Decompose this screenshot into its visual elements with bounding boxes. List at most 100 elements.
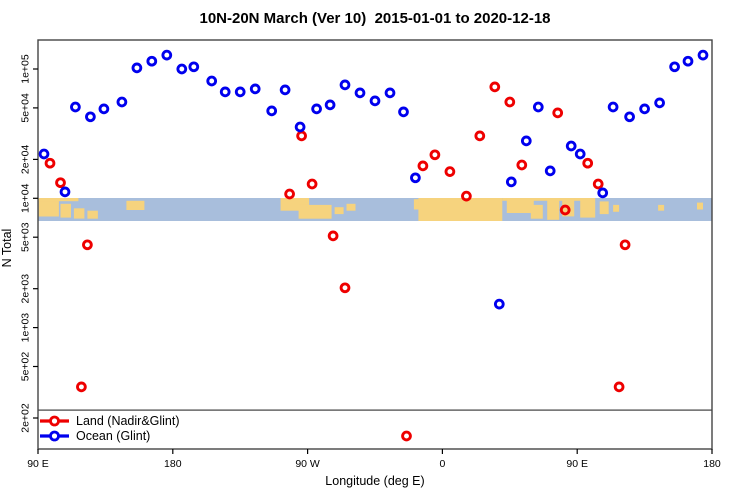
ocean-point <box>98 103 110 115</box>
map-land-segment <box>613 204 620 212</box>
land-point <box>516 159 528 171</box>
y-tick-label: 2e+02 <box>20 403 32 433</box>
map-land-segment <box>73 208 85 219</box>
land-point <box>417 160 429 172</box>
ocean-point <box>176 63 188 75</box>
land-point <box>284 188 295 200</box>
plot-frame <box>37 39 713 450</box>
land-point <box>461 190 472 202</box>
land-point <box>306 178 318 190</box>
ocean-point <box>697 49 709 61</box>
map-land-segment <box>334 207 344 215</box>
land-point <box>296 130 307 142</box>
map-land-segment <box>418 198 503 221</box>
land-point <box>619 239 631 251</box>
ocean-point <box>59 186 71 198</box>
ocean-point <box>639 103 650 115</box>
legend-item-ocean: Ocean (Glint) <box>40 429 150 443</box>
land-point <box>76 381 87 393</box>
ocean-point <box>70 101 81 113</box>
map-land-segment <box>530 204 543 219</box>
land-point <box>552 107 564 119</box>
ocean-point <box>38 148 50 160</box>
ocean-point <box>574 148 586 160</box>
ocean-series-points <box>38 49 709 310</box>
land-point <box>327 230 339 242</box>
y-tick-label: 5e+04 <box>20 93 32 123</box>
ocean-point <box>565 140 577 152</box>
y-tick-label: 1e+05 <box>20 54 32 84</box>
x-tick-label: 180 <box>703 458 721 470</box>
ocean-point <box>654 97 665 109</box>
legend-label-land: Land (Nadir&Glint) <box>76 414 180 428</box>
land-point <box>55 177 66 189</box>
land-series-points <box>44 81 631 442</box>
legend-marker-land-icon <box>49 415 60 427</box>
ocean-point <box>294 121 306 133</box>
map-land-segment <box>506 198 534 213</box>
x-tick-label: 90 E <box>27 458 49 470</box>
land-point <box>504 96 516 108</box>
ocean-point <box>682 55 694 67</box>
y-tick-label: 1e+04 <box>20 183 32 213</box>
ocean-point <box>398 106 409 118</box>
map-land-segment <box>126 200 145 210</box>
map-land-segment <box>658 204 665 211</box>
ocean-point <box>161 49 173 61</box>
land-point <box>44 157 56 169</box>
map-land-segment <box>38 199 59 217</box>
ocean-point <box>249 83 261 95</box>
ocean-point <box>532 101 544 113</box>
ocean-point <box>116 96 128 108</box>
x-tick-label: 90 W <box>295 458 320 470</box>
ocean-point <box>131 62 143 74</box>
ocean-point <box>544 165 556 177</box>
land-point <box>592 178 604 190</box>
y-tick-label: 1e+03 <box>20 313 32 343</box>
x-tick-label: 0 <box>439 458 445 470</box>
ocean-point <box>188 61 200 73</box>
land-point <box>559 204 571 216</box>
map-land-segment <box>60 203 71 218</box>
land-point <box>82 239 93 251</box>
land-point <box>429 149 441 161</box>
map-land-segment <box>87 210 98 219</box>
land-point <box>444 166 456 177</box>
map-land-segment <box>599 201 609 215</box>
x-axis-ticks: 90 E 180 90 W 0 90 E 180 <box>27 449 721 470</box>
ocean-point <box>206 75 218 87</box>
land-point <box>489 81 501 93</box>
ocean-point <box>234 86 246 98</box>
ocean-point <box>266 105 278 117</box>
ocean-point <box>607 101 619 113</box>
ocean-point <box>279 84 291 96</box>
map-strip <box>38 198 712 221</box>
ocean-point <box>219 86 231 98</box>
x-tick-label: 180 <box>164 458 182 470</box>
land-point <box>401 430 412 442</box>
y-tick-label: 5e+02 <box>20 352 32 382</box>
ocean-point <box>669 61 680 73</box>
ocean-point <box>384 87 396 99</box>
ocean-point <box>369 95 381 107</box>
map-land-segment <box>413 199 422 210</box>
land-point <box>582 157 594 169</box>
land-point <box>339 282 351 294</box>
map-land-segment <box>38 198 79 202</box>
legend: Land (Nadir&Glint) Ocean (Glint) <box>40 414 180 443</box>
legend-label-ocean: Ocean (Glint) <box>76 429 150 443</box>
y-tick-label: 2e+04 <box>20 144 32 174</box>
map-land-segment <box>697 202 703 210</box>
ocean-point <box>493 298 505 310</box>
ocean-point <box>520 135 532 147</box>
ocean-point <box>146 55 158 67</box>
y-axis-label: N Total <box>0 229 14 268</box>
map-land-segment <box>346 203 356 211</box>
x-tick-label: 90 E <box>566 458 588 470</box>
legend-item-land: Land (Nadir&Glint) <box>40 414 180 428</box>
y-tick-label: 2e+03 <box>20 274 32 304</box>
ocean-point <box>85 111 96 123</box>
land-point <box>474 130 486 142</box>
